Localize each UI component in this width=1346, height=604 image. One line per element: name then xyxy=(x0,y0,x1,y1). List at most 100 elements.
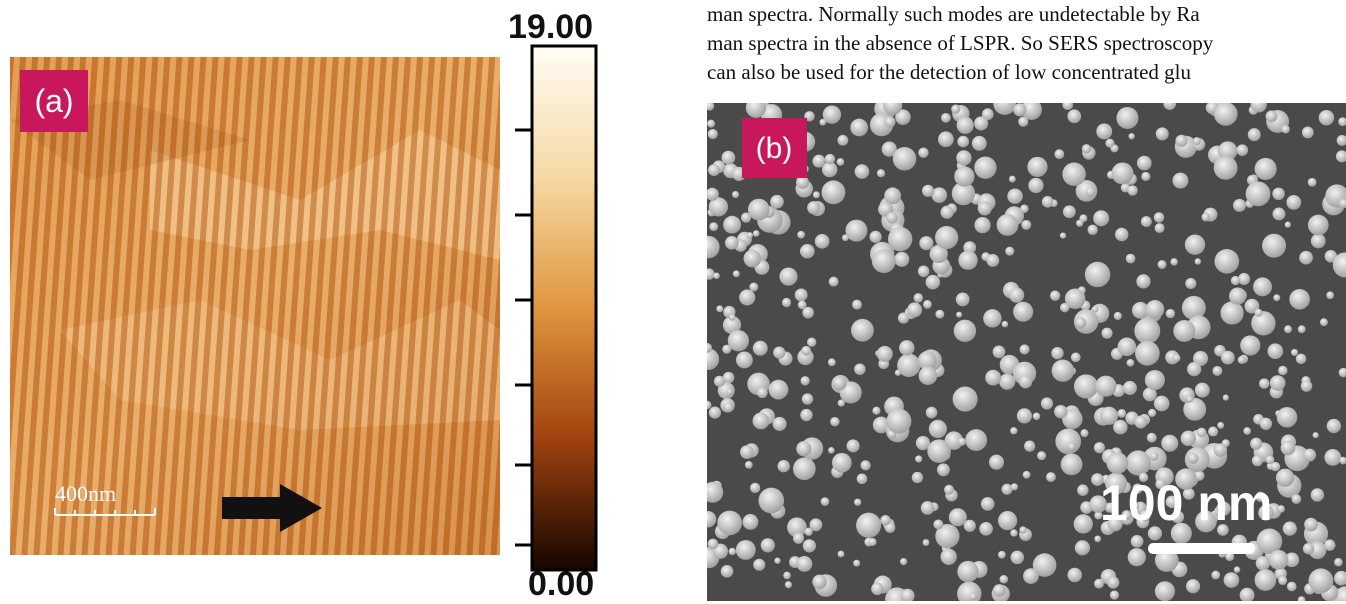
particle xyxy=(1054,149,1064,159)
particle xyxy=(1270,375,1286,391)
particle xyxy=(1067,109,1081,123)
particle xyxy=(1019,526,1026,533)
particle xyxy=(1173,354,1181,362)
particle xyxy=(869,538,877,546)
particle xyxy=(1023,568,1039,584)
particle xyxy=(801,346,811,356)
particle xyxy=(1117,409,1126,418)
particle xyxy=(842,234,849,241)
particle xyxy=(1319,110,1334,125)
particle xyxy=(782,298,791,307)
particle xyxy=(1255,569,1277,591)
particle xyxy=(1237,144,1249,156)
particle xyxy=(822,180,846,204)
particle xyxy=(1075,317,1086,328)
particle xyxy=(1028,178,1043,193)
particle xyxy=(1158,260,1167,269)
particle xyxy=(884,116,895,127)
particle xyxy=(1303,449,1316,462)
particle xyxy=(1017,408,1032,423)
particle xyxy=(725,236,739,250)
particle xyxy=(861,460,871,470)
particle xyxy=(1024,441,1035,452)
particle xyxy=(1076,220,1083,227)
particle xyxy=(899,340,914,355)
particle xyxy=(1278,576,1287,585)
particle xyxy=(1298,325,1306,333)
particle xyxy=(989,455,1004,470)
particle xyxy=(912,472,923,483)
particle xyxy=(850,119,868,137)
particle xyxy=(1092,306,1098,312)
particle xyxy=(956,312,962,318)
particle xyxy=(1173,173,1189,189)
particle xyxy=(745,461,753,469)
particle xyxy=(926,275,941,290)
particle xyxy=(1268,343,1284,359)
particle xyxy=(785,581,792,588)
particle xyxy=(828,447,835,454)
particle xyxy=(825,154,835,164)
particle xyxy=(700,511,717,528)
particle xyxy=(894,252,909,267)
particle xyxy=(1214,443,1227,456)
particle xyxy=(1018,117,1028,127)
particle xyxy=(1229,288,1246,305)
particle xyxy=(1327,419,1341,433)
particle xyxy=(1107,452,1129,474)
particle xyxy=(1113,420,1127,434)
particle xyxy=(1054,405,1067,418)
particle xyxy=(979,522,993,536)
particle xyxy=(702,482,723,503)
particle xyxy=(1311,488,1324,501)
particle xyxy=(1186,579,1200,593)
particle xyxy=(1128,548,1146,566)
particle xyxy=(1010,427,1017,434)
particle xyxy=(1102,328,1113,339)
particle xyxy=(1166,309,1175,318)
particle xyxy=(1255,309,1263,317)
particle xyxy=(1259,378,1269,388)
particle xyxy=(753,413,770,430)
particle xyxy=(937,463,950,476)
particle xyxy=(954,166,974,186)
particle xyxy=(828,358,836,366)
particle xyxy=(800,409,812,421)
particle xyxy=(965,429,987,451)
particle xyxy=(981,497,995,511)
particle xyxy=(1062,99,1073,110)
particle xyxy=(832,376,846,390)
particle xyxy=(1155,223,1165,233)
particle xyxy=(1285,222,1291,228)
particle xyxy=(951,105,960,114)
particle xyxy=(829,277,839,287)
figures: (a) 400nm (b) 100 nm xyxy=(0,0,1346,601)
particle xyxy=(797,231,805,239)
particle xyxy=(746,98,766,118)
particle xyxy=(708,129,718,139)
particle xyxy=(958,438,966,446)
particle xyxy=(978,201,992,215)
particle xyxy=(830,417,839,426)
particle xyxy=(736,351,753,368)
particle xyxy=(1296,354,1307,365)
particle xyxy=(724,403,734,413)
particle xyxy=(722,345,731,354)
particle xyxy=(1136,274,1150,288)
particle xyxy=(723,216,741,234)
particle xyxy=(1011,483,1018,490)
particle xyxy=(1197,428,1207,438)
particle xyxy=(732,191,739,198)
particle xyxy=(922,185,934,197)
particle xyxy=(854,363,865,374)
particle xyxy=(1086,187,1096,197)
particle xyxy=(1161,435,1178,452)
particle xyxy=(1005,247,1014,256)
particle xyxy=(907,302,922,317)
particle xyxy=(872,407,880,415)
particle xyxy=(970,593,977,600)
particle xyxy=(1208,426,1218,436)
particle xyxy=(993,346,1006,359)
particle xyxy=(1251,96,1267,112)
particle xyxy=(949,508,967,526)
